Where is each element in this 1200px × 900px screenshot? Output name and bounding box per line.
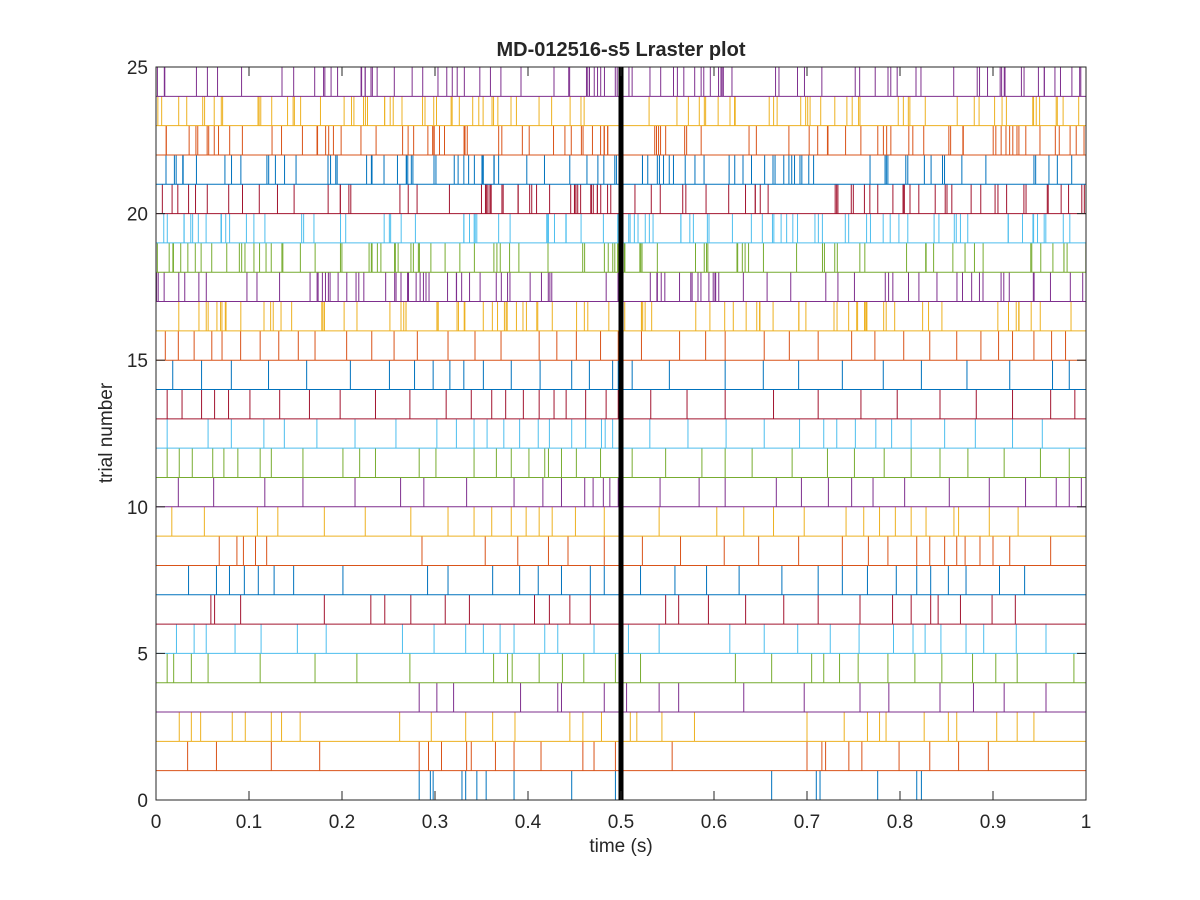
x-tick-label: 0.7	[794, 812, 820, 833]
x-tick-label: 0.5	[608, 812, 634, 833]
chart-title: MD-012516-s5 Lraster plot	[497, 39, 746, 61]
x-tick-label: 0.2	[329, 812, 355, 833]
x-tick-label: 0.1	[236, 812, 262, 833]
y-axis-label: trial number	[96, 382, 117, 483]
x-tick-label: 0.8	[887, 812, 913, 833]
x-tick-label: 0	[151, 812, 162, 833]
x-tick-label: 1	[1081, 812, 1092, 833]
y-tick-label: 0	[137, 791, 148, 812]
x-tick-label: 0.9	[980, 812, 1006, 833]
x-tick-label: 0.3	[422, 812, 448, 833]
y-tick-label: 5	[137, 644, 148, 665]
y-axis-ticks: 0 5 10 15 20 25	[127, 58, 1086, 812]
x-tick-label: 0.6	[701, 812, 727, 833]
y-tick-label: 20	[127, 205, 148, 226]
y-tick-label: 25	[127, 58, 148, 79]
y-tick-label: 15	[127, 351, 148, 372]
y-tick-label: 10	[127, 498, 148, 519]
x-axis-label: time (s)	[589, 836, 652, 857]
x-axis-ticks: 0 0.1 0.2 0.3 0.4 0.5 0.6 0.7 0.8 0.9 1	[151, 67, 1092, 833]
x-tick-label: 0.4	[515, 812, 542, 833]
spike-layer	[155, 67, 1087, 801]
